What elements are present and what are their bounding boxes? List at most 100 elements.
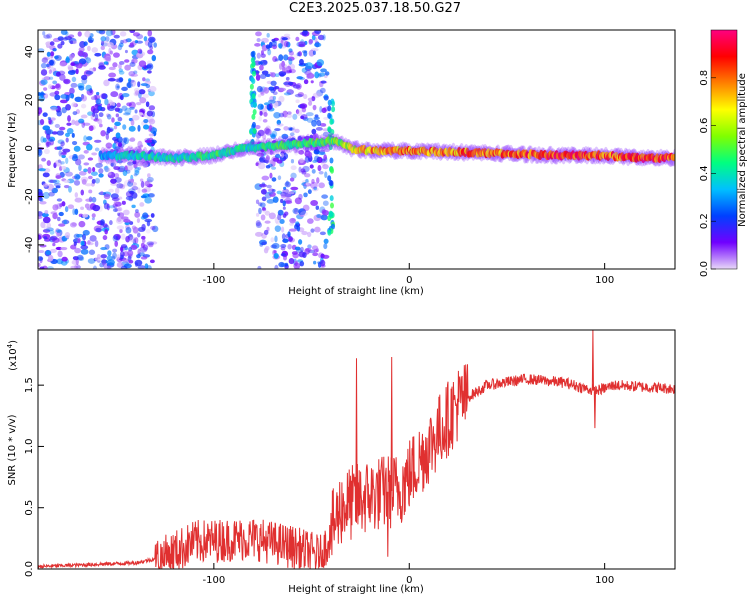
spectrogram-noise-blob — [122, 124, 127, 130]
spectrogram-noise-blob — [115, 78, 120, 83]
spectrogram-noise-blob — [117, 142, 123, 148]
spectrogram-noise-blob — [141, 238, 146, 243]
spectrogram-noise-blob — [254, 231, 263, 237]
spectrogram-noise-blob — [57, 36, 64, 41]
spectrogram-noise-blob — [259, 73, 267, 79]
snr-scale-exponent: 4 — [6, 343, 14, 348]
spectrogram-noise-blob — [278, 95, 285, 103]
spectrogram-noise-blob — [277, 175, 282, 181]
spectrogram-noise-blob — [50, 105, 58, 110]
spectrogram-noise-blob — [63, 219, 68, 225]
spectrogram-band-blob — [329, 118, 334, 125]
spectrogram-noise-blob — [78, 164, 82, 172]
spectrogram-noise-blob — [283, 81, 290, 86]
spectrogram-noise-blob — [272, 157, 280, 162]
spectrogram-noise-blob — [132, 32, 141, 37]
snr-y-ticks: 0.0 0.5 1.0 1.5 — [24, 377, 44, 577]
spectrogram-noise-blob — [149, 38, 155, 44]
spectrogram-noise-blob — [323, 154, 327, 161]
spectrogram-noise-blob — [91, 47, 99, 53]
spectrogram-noise-blob — [124, 49, 128, 54]
spectrogram-noise-blob — [109, 105, 115, 109]
spectrogram-noise-blob — [50, 66, 55, 73]
spectrogram-noise-blob — [43, 34, 51, 39]
spectrogram-noise-blob — [87, 45, 91, 52]
spectrogram-noise-blob — [80, 248, 89, 255]
spectrogram-noise-blob — [100, 219, 105, 226]
spectrogram-x-axis-label: Height of straight line (km) — [288, 286, 424, 297]
spectrogram-noise-blob — [264, 128, 272, 136]
spectrogram-noise-blob — [280, 226, 285, 233]
spectrogram-noise-blob — [322, 164, 329, 170]
spectrogram-noise-blob — [130, 244, 138, 251]
spectrogram-noise-blob — [309, 164, 314, 169]
spectrogram-noise-blob — [130, 119, 135, 126]
spectrogram-noise-blob — [323, 148, 330, 153]
spectrogram-noise-blob — [307, 97, 316, 102]
spectrogram-noise-blob — [108, 72, 117, 78]
spectrogram-noise-blob — [92, 265, 98, 269]
spectrogram-noise-blob — [77, 238, 81, 244]
spectrogram-noise-blob — [138, 112, 144, 116]
spectrogram-band-blob — [329, 180, 334, 187]
spectrogram-noise-blob — [58, 150, 63, 157]
spectrogram-noise-blob — [64, 206, 69, 213]
spectrogram-noise-blob — [118, 77, 124, 83]
spectrogram-noise-blob — [289, 217, 296, 224]
spectrogram-noise-blob — [261, 175, 270, 181]
spectrogram-noise-blob — [75, 174, 81, 180]
spectrogram-noise-blob — [322, 210, 330, 216]
spectrogram-band-blob — [331, 100, 336, 107]
spectrogram-noise-blob — [284, 262, 289, 267]
spectrogram-noise-blob — [69, 87, 75, 95]
colorbar-tick-label: 0.2 — [699, 213, 710, 229]
spectrogram-noise-blob — [42, 183, 49, 188]
spectrogram-noise-blob — [61, 256, 68, 262]
spectrogram-noise-blob — [294, 93, 303, 98]
spectrogram-noise-blob — [294, 224, 299, 230]
spectrogram-noise-blob — [53, 182, 61, 187]
spectrogram-noise-blob — [54, 159, 63, 167]
spectrogram-noise-blob — [281, 233, 286, 240]
spectrogram-noise-blob — [38, 262, 41, 267]
spectrogram-noise-blob — [49, 59, 55, 66]
spectrogram-noise-blob — [74, 96, 83, 102]
spectrogram-noise-blob — [323, 243, 328, 250]
spectrogram-noise-blob — [308, 100, 313, 106]
spectrogram-noise-blob — [304, 146, 310, 152]
spectrogram-noise-blob — [147, 193, 155, 198]
spectrogram-noise-blob — [136, 33, 144, 40]
spectrogram-noise-blob — [288, 228, 297, 232]
spectrogram-noise-blob — [301, 231, 308, 236]
spectrogram-noise-blob — [283, 186, 287, 190]
spectrogram-noise-blob — [46, 160, 51, 167]
snr-x-axis-label: Height of straight line (km) — [288, 584, 424, 595]
spectrogram-noise-blob — [56, 146, 63, 151]
spectrogram-noise-blob — [42, 125, 51, 131]
spectrogram-noise-blob — [310, 199, 319, 206]
spectrogram-noise-blob — [128, 125, 136, 132]
spectrogram-noise-blob — [137, 187, 141, 194]
spectrogram-noise-blob — [116, 261, 124, 268]
spectrogram-noise-blob — [283, 92, 292, 96]
spectrogram-noise-blob — [115, 83, 120, 91]
spectrogram-noise-blob — [267, 191, 274, 195]
spectrogram-noise-blob — [322, 131, 330, 137]
spectrogram-noise-blob — [146, 110, 154, 117]
spectrogram-noise-blob — [76, 254, 84, 261]
spectrogram-noise-blob — [125, 38, 132, 43]
spectrogram-noise-blob — [303, 50, 308, 57]
spectrogram-noise-blob — [129, 137, 136, 142]
spectrogram-noise-blob — [38, 107, 43, 115]
spectrogram-noise-blob — [65, 132, 70, 137]
spectrogram-noise-blob — [38, 191, 44, 197]
spectrogram-noise-blob — [124, 59, 130, 63]
spectrogram-noise-blob — [315, 205, 320, 210]
snr-panel: -100 0 100 0.0 0.5 1.0 1.5 Height of straight… — [6, 329, 676, 595]
spectrogram-noise-blob — [56, 110, 62, 117]
spectrogram-noise-blob — [65, 157, 69, 164]
spectrogram-noise-blob — [80, 240, 85, 246]
spectrogram-noise-blob — [48, 76, 54, 80]
spectrogram-noise-blob — [290, 186, 299, 191]
spectrogram-noise-blob — [320, 80, 327, 84]
